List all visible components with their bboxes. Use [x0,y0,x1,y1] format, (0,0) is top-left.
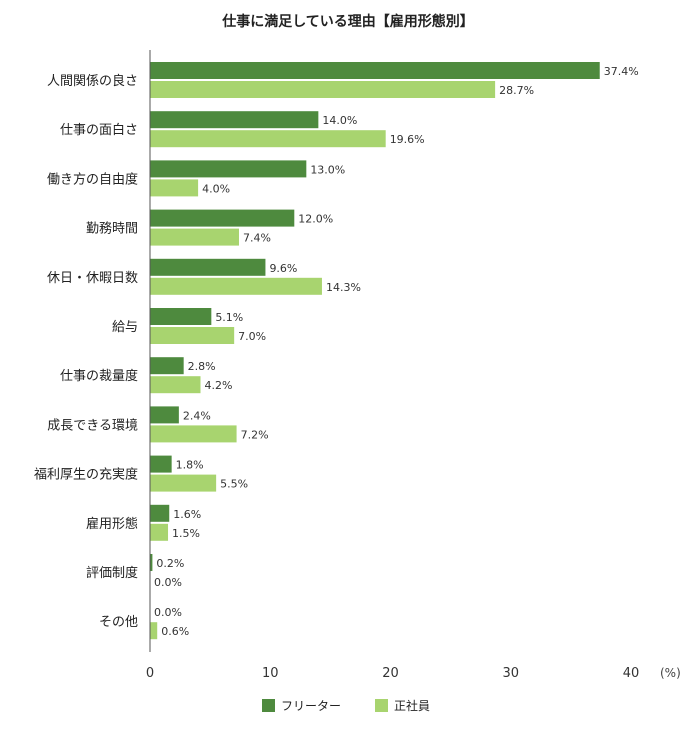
value-labels-layer: 37.4% 28.7% 14.0% 19.6% 13.0% 4.0% 12.0% 7.4% 9.… [154,65,639,638]
data-label: 4.2% [205,379,233,392]
bar-seishain [150,376,201,394]
bar-seishain [150,130,386,148]
data-label: 7.0% [238,330,266,343]
category-label: 仕事の面白さ [60,122,138,138]
category-label: 休日・休暇日数 [47,271,138,286]
data-label: 1.5% [172,527,200,540]
category-label: 人間関係の良さ [47,73,138,89]
category-label: 給与 [112,320,138,335]
bar-freeter [150,308,212,325]
data-label: 1.6% [173,508,201,521]
bars-layer [150,62,600,640]
x-axis-unit: (%) [660,666,681,680]
legend-label: 正社員 [394,698,430,713]
data-label: 28.7% [499,84,534,97]
data-label: 14.3% [326,281,361,294]
bar-seishain [150,622,158,640]
x-tick-label: 10 [262,666,279,681]
chart-title: 仕事に満足している理由【雇用形態別】 [221,13,474,30]
category-labels-layer: 人間関係の良さ仕事の面白さ働き方の自由度勤務時間休日・休暇日数給与仕事の裁量度成… [34,73,138,630]
data-label: 12.0% [298,213,333,226]
category-label: 雇用形態 [86,516,138,532]
category-label: その他 [99,615,138,630]
data-label: 0.6% [161,625,189,638]
legend-swatch [262,699,275,712]
category-label: 仕事の裁量度 [60,368,138,384]
bar-seishain [150,425,237,443]
data-label: 37.4% [604,65,639,78]
data-label: 0.2% [156,557,184,570]
data-label: 7.2% [241,428,269,441]
bar-seishain [150,81,496,98]
category-label: 成長できる環境 [47,418,138,433]
bar-seishain [150,523,169,541]
bar-seishain [150,327,235,344]
data-label: 5.5% [220,478,248,491]
bar-freeter [150,209,295,227]
data-label: 5.1% [215,311,243,324]
bar-seishain [150,277,322,295]
data-label: 13.0% [310,163,345,176]
bar-freeter [150,406,179,424]
category-label: 勤務時間 [86,222,138,237]
legend: フリーター 正社員 [262,698,430,713]
bar-freeter [150,504,170,522]
bar-freeter [150,111,319,129]
bar-freeter [150,160,307,178]
data-label: 4.0% [202,182,230,195]
data-label: 2.8% [188,360,216,373]
category-label: 福利厚生の充実度 [34,467,138,483]
bar-freeter [150,258,266,276]
data-label: 9.6% [269,262,297,275]
legend-swatch [375,699,388,712]
data-label: 0.0% [154,606,182,619]
bar-freeter [150,62,600,79]
data-label: 7.4% [243,232,271,245]
bar-freeter [150,554,153,571]
category-label: 働き方の自由度 [47,171,138,187]
data-label: 0.0% [154,576,182,589]
bar-freeter [150,357,184,375]
bar-seishain [150,474,217,492]
x-tick-label: 40 [623,666,640,681]
category-label: 評価制度 [86,565,138,581]
x-tick-label: 0 [146,666,154,681]
data-label: 14.0% [322,114,357,127]
x-tick-label: 20 [382,666,399,681]
bar-freeter [150,455,172,473]
bar-seishain [150,179,199,197]
data-label: 2.4% [183,409,211,422]
legend-label: フリーター [281,699,341,713]
data-label: 19.6% [390,133,425,146]
x-axis-ticks: 0 10 20 30 40 [146,666,639,681]
bar-seishain [150,228,239,246]
data-label: 1.8% [176,459,204,472]
x-tick-label: 30 [502,666,519,681]
